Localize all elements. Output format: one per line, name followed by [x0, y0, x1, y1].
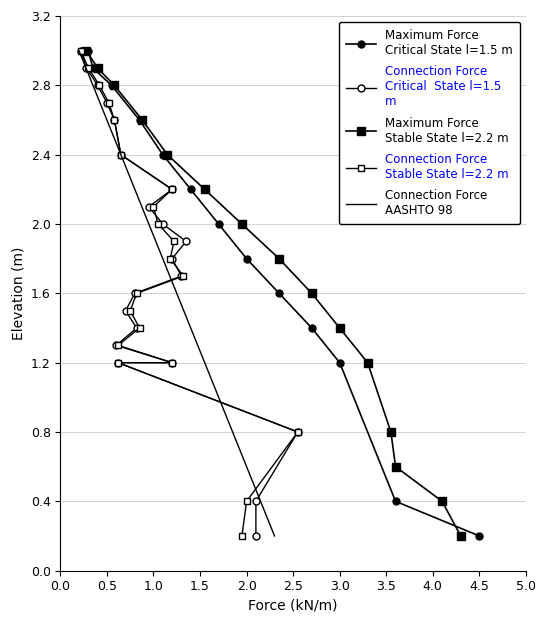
Line: Maximum Force
Stable State l=2.2 m: Maximum Force Stable State l=2.2 m [82, 47, 465, 540]
Connection Force
Stable State l=2.2 m [294, 428, 301, 436]
Connection Force
Critical  State l=1.5
m [253, 497, 259, 505]
Connection Force
Stable State l=2.2 m [111, 116, 118, 124]
Maximum Force
Critical State l=1.5 m [136, 116, 143, 124]
Connection Force
Stable State l=2.2 m [171, 238, 177, 245]
Maximum Force
Critical State l=1.5 m [90, 64, 96, 72]
Maximum Force
Stable State l=2.2 m [201, 186, 208, 193]
Maximum Force
Critical State l=1.5 m [160, 151, 166, 158]
Connection Force
Critical  State l=1.5
m [178, 272, 185, 280]
Maximum Force
Stable State l=2.2 m [457, 532, 464, 540]
Connection Force
Stable State l=2.2 m [167, 255, 173, 263]
Maximum Force
Critical State l=1.5 m [336, 359, 343, 366]
Maximum Force
Critical State l=1.5 m [476, 532, 482, 540]
Connection Force
Stable State l=2.2 m [133, 290, 140, 297]
Maximum Force
Stable State l=2.2 m [111, 82, 118, 89]
Connection Force
Stable State l=2.2 m [180, 272, 187, 280]
Connection Force
Critical  State l=1.5
m [132, 290, 138, 297]
Connection Force
Stable State l=2.2 m [150, 203, 157, 210]
Line: Connection Force
Stable State l=2.2 m: Connection Force Stable State l=2.2 m [77, 47, 301, 539]
Maximum Force
Stable State l=2.2 m [164, 151, 171, 158]
Maximum Force
Stable State l=2.2 m [309, 290, 315, 297]
Connection Force
Stable State l=2.2 m [169, 359, 176, 366]
Connection Force
Critical  State l=1.5
m [104, 99, 110, 107]
Maximum Force
Critical State l=1.5 m [392, 497, 399, 505]
Connection Force
Stable State l=2.2 m [238, 532, 245, 540]
Connection Force
Stable State l=2.2 m [78, 47, 84, 54]
Connection Force
Stable State l=2.2 m [243, 497, 250, 505]
Maximum Force
Stable State l=2.2 m [439, 497, 445, 505]
Connection Force
Stable State l=2.2 m [85, 64, 91, 72]
Maximum Force
Stable State l=2.2 m [94, 64, 101, 72]
Maximum Force
Critical State l=1.5 m [243, 255, 250, 263]
Connection Force
Critical  State l=1.5
m [83, 64, 90, 72]
Connection Force
Critical  State l=1.5
m [146, 203, 152, 210]
Connection Force
Critical  State l=1.5
m [253, 532, 259, 540]
Y-axis label: Elevation (m): Elevation (m) [11, 246, 25, 340]
Connection Force
Critical  State l=1.5
m [111, 116, 118, 124]
Maximum Force
Critical State l=1.5 m [276, 290, 282, 297]
Connection Force
Critical  State l=1.5
m [169, 186, 176, 193]
Connection Force
Critical  State l=1.5
m [118, 151, 124, 158]
Connection Force
Critical  State l=1.5
m [169, 255, 176, 263]
Maximum Force
Stable State l=2.2 m [139, 116, 146, 124]
Connection Force
Stable State l=2.2 m [127, 307, 133, 314]
Maximum Force
Critical State l=1.5 m [188, 186, 194, 193]
Connection Force
Stable State l=2.2 m [115, 359, 121, 366]
Maximum Force
Stable State l=2.2 m [364, 359, 371, 366]
Connection Force
Critical  State l=1.5
m [94, 82, 101, 89]
Line: Maximum Force
Critical State l=1.5 m: Maximum Force Critical State l=1.5 m [85, 47, 483, 539]
Maximum Force
Stable State l=2.2 m [336, 324, 343, 332]
Connection Force
Critical  State l=1.5
m [133, 324, 140, 332]
Maximum Force
Stable State l=2.2 m [83, 47, 90, 54]
Connection Force
Stable State l=2.2 m [106, 99, 112, 107]
Line: Connection Force
Critical  State l=1.5
m: Connection Force Critical State l=1.5 m [77, 47, 301, 539]
Legend: Maximum Force
Critical State l=1.5 m, Connection Force
Critical  State l=1.5
m, : Maximum Force Critical State l=1.5 m, Co… [339, 22, 520, 224]
Connection Force
Critical  State l=1.5
m [294, 428, 301, 436]
X-axis label: Force (kN/m): Force (kN/m) [248, 599, 338, 613]
Maximum Force
Stable State l=2.2 m [238, 220, 245, 228]
Maximum Force
Critical State l=1.5 m [309, 324, 315, 332]
Connection Force
Critical  State l=1.5
m [113, 341, 120, 349]
Maximum Force
Stable State l=2.2 m [388, 428, 394, 436]
Connection Force
Critical  State l=1.5
m [115, 359, 121, 366]
Connection Force
Stable State l=2.2 m [118, 151, 124, 158]
Maximum Force
Stable State l=2.2 m [392, 463, 399, 470]
Connection Force
Critical  State l=1.5
m [183, 238, 189, 245]
Connection Force
Stable State l=2.2 m [96, 82, 103, 89]
Connection Force
Critical  State l=1.5
m [123, 307, 129, 314]
Connection Force
Stable State l=2.2 m [115, 341, 121, 349]
Maximum Force
Critical State l=1.5 m [216, 220, 222, 228]
Connection Force
Stable State l=2.2 m [155, 220, 161, 228]
Maximum Force
Critical State l=1.5 m [108, 82, 115, 89]
Connection Force
Critical  State l=1.5
m [169, 359, 176, 366]
Maximum Force
Stable State l=2.2 m [276, 255, 282, 263]
Connection Force
Critical  State l=1.5
m [160, 220, 166, 228]
Connection Force
Stable State l=2.2 m [136, 324, 143, 332]
Connection Force
Stable State l=2.2 m [169, 186, 176, 193]
Maximum Force
Critical State l=1.5 m [85, 47, 91, 54]
Connection Force
Critical  State l=1.5
m [78, 47, 84, 54]
